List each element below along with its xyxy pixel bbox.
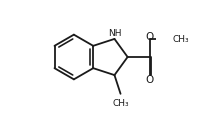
- Text: O: O: [146, 74, 154, 84]
- Text: CH₃: CH₃: [112, 99, 129, 107]
- Text: CH₃: CH₃: [173, 35, 189, 44]
- Text: NH: NH: [108, 29, 121, 38]
- Text: O: O: [146, 32, 154, 41]
